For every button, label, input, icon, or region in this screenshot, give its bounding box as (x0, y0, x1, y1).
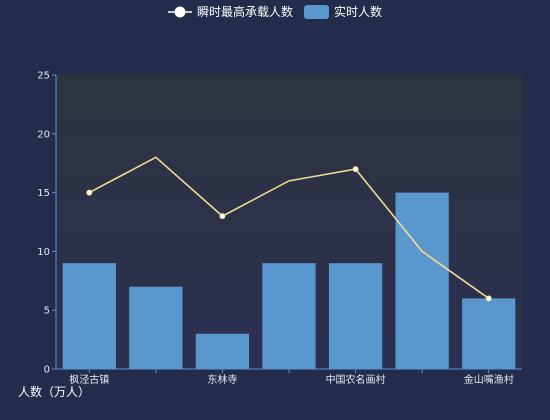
bar[interactable] (462, 298, 516, 369)
x-tick-label: 中国农名画村 (326, 373, 386, 386)
legend-line-label: 瞬时最高承载人数 (197, 4, 293, 19)
line-path (88, 156, 490, 300)
bar[interactable] (395, 192, 449, 369)
legend-bar-swatch (304, 5, 329, 19)
y-tick-label: 0 (44, 365, 50, 376)
bar[interactable] (195, 333, 250, 369)
bar-series (62, 192, 516, 369)
legend-bar-label: 实时人数 (334, 4, 382, 19)
y-tick-label: 10 (37, 247, 50, 258)
y-axis-title: 人数（万人） (18, 384, 90, 399)
legend: 瞬时最高承载人数 实时人数 (168, 4, 382, 19)
x-tick-label: 金山嘴渔村 (464, 373, 514, 386)
line-series (86, 156, 492, 302)
y-tick-label: 20 (37, 129, 50, 140)
x-axis-ticks: 枫泾古镇 东林寺 中国农名画村 金山嘴渔村 (69, 369, 514, 386)
y-tick-label: 5 (44, 306, 50, 317)
legend-item-line[interactable]: 瞬时最高承载人数 (168, 4, 293, 19)
bar[interactable] (129, 286, 183, 369)
bar[interactable] (328, 263, 383, 369)
legend-item-bar[interactable]: 实时人数 (304, 4, 382, 19)
y-tick-label: 25 (37, 71, 50, 82)
bar[interactable] (62, 263, 116, 369)
line-point[interactable] (219, 213, 226, 220)
y-axis-ticks: 0 5 10 15 20 25 (37, 71, 56, 376)
bar[interactable] (262, 263, 316, 369)
line-point[interactable] (352, 166, 359, 173)
line-point[interactable] (485, 295, 492, 302)
legend-line-marker (174, 6, 186, 18)
line-point[interactable] (86, 189, 93, 196)
x-tick-label: 枫泾古镇 (69, 373, 109, 386)
x-tick-label: 东林寺 (207, 373, 237, 386)
y-tick-label: 15 (37, 188, 50, 199)
